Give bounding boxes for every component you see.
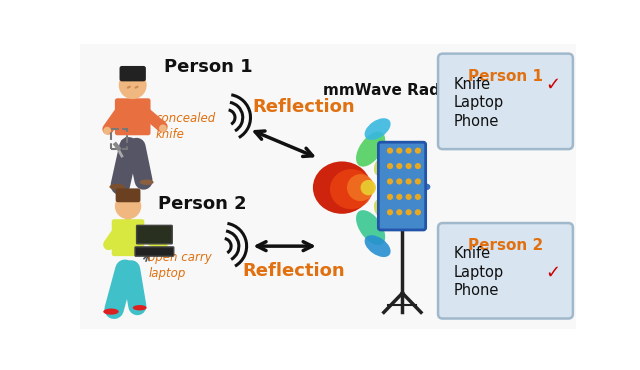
FancyBboxPatch shape — [438, 54, 573, 149]
Circle shape — [415, 209, 421, 215]
Text: open carry
laptop: open carry laptop — [148, 251, 212, 280]
Circle shape — [387, 163, 393, 169]
Circle shape — [387, 209, 393, 215]
Circle shape — [387, 148, 393, 154]
Ellipse shape — [330, 169, 372, 209]
Circle shape — [387, 194, 393, 200]
Text: ✓: ✓ — [545, 75, 560, 94]
Text: Laptop: Laptop — [454, 265, 504, 280]
FancyBboxPatch shape — [125, 214, 131, 220]
Circle shape — [387, 178, 393, 185]
Circle shape — [396, 163, 403, 169]
Ellipse shape — [132, 305, 147, 310]
Ellipse shape — [374, 157, 387, 176]
FancyBboxPatch shape — [76, 40, 580, 334]
Ellipse shape — [365, 235, 390, 257]
Text: ✓: ✓ — [545, 263, 560, 281]
FancyBboxPatch shape — [116, 188, 140, 202]
Circle shape — [396, 194, 403, 200]
Text: Reflection: Reflection — [243, 262, 346, 280]
Circle shape — [415, 178, 421, 185]
Ellipse shape — [109, 184, 125, 190]
FancyBboxPatch shape — [135, 247, 174, 256]
Circle shape — [396, 148, 403, 154]
Circle shape — [406, 194, 412, 200]
Circle shape — [406, 209, 412, 215]
Text: Phone: Phone — [454, 114, 499, 129]
Circle shape — [406, 163, 412, 169]
Ellipse shape — [356, 210, 385, 245]
Text: Knife: Knife — [454, 246, 491, 261]
Circle shape — [119, 71, 147, 99]
Circle shape — [406, 148, 412, 154]
Text: mmWave Radar: mmWave Radar — [323, 83, 458, 98]
Ellipse shape — [347, 174, 374, 201]
Ellipse shape — [360, 180, 376, 195]
Text: Person 2: Person 2 — [157, 195, 246, 212]
Ellipse shape — [374, 199, 387, 219]
Text: Person 1: Person 1 — [468, 69, 543, 84]
Ellipse shape — [140, 179, 154, 185]
FancyBboxPatch shape — [120, 66, 146, 81]
Text: Phone: Phone — [454, 283, 499, 298]
Text: Knife: Knife — [454, 77, 491, 92]
Ellipse shape — [103, 309, 119, 314]
Ellipse shape — [313, 161, 371, 214]
Circle shape — [415, 194, 421, 200]
Text: concealed
knife: concealed knife — [156, 112, 216, 141]
Circle shape — [159, 124, 167, 132]
Ellipse shape — [365, 118, 390, 140]
Circle shape — [415, 163, 421, 169]
FancyBboxPatch shape — [438, 223, 573, 319]
Circle shape — [103, 127, 111, 134]
Circle shape — [415, 148, 421, 154]
Text: Person 1: Person 1 — [164, 58, 252, 76]
FancyBboxPatch shape — [129, 93, 136, 101]
Text: Person 2: Person 2 — [468, 238, 543, 253]
FancyBboxPatch shape — [112, 219, 145, 256]
FancyBboxPatch shape — [378, 142, 426, 230]
FancyBboxPatch shape — [115, 98, 150, 135]
Circle shape — [406, 178, 412, 185]
Text: Laptop: Laptop — [454, 95, 504, 110]
Text: Reflection: Reflection — [252, 98, 355, 116]
Circle shape — [396, 178, 403, 185]
FancyBboxPatch shape — [136, 225, 172, 244]
Circle shape — [396, 209, 403, 215]
Circle shape — [115, 193, 141, 219]
Ellipse shape — [356, 132, 385, 166]
